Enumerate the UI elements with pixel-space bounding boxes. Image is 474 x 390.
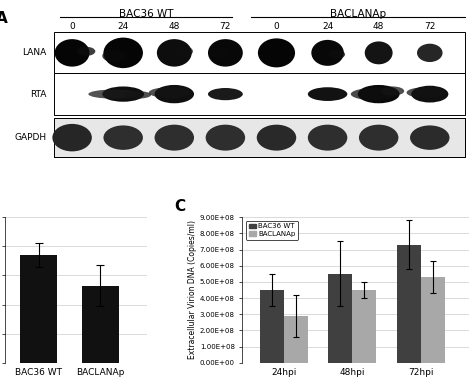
- Ellipse shape: [103, 37, 143, 68]
- Bar: [397, 245, 421, 363]
- Ellipse shape: [123, 91, 151, 99]
- Bar: [54, 118, 465, 158]
- Ellipse shape: [257, 125, 296, 151]
- Bar: [421, 277, 445, 363]
- Ellipse shape: [52, 124, 92, 151]
- Ellipse shape: [77, 47, 95, 56]
- Legend: BAC36 WT, BACLANAp: BAC36 WT, BACLANAp: [246, 221, 299, 239]
- Bar: [82, 285, 119, 363]
- Bar: [54, 73, 465, 115]
- Text: 72: 72: [220, 22, 231, 31]
- Text: RTA: RTA: [30, 90, 46, 99]
- Ellipse shape: [329, 50, 345, 59]
- Text: 24: 24: [118, 22, 129, 31]
- Ellipse shape: [88, 90, 139, 99]
- Ellipse shape: [407, 87, 444, 98]
- Bar: [54, 118, 465, 158]
- Text: 48: 48: [373, 22, 384, 31]
- Ellipse shape: [308, 87, 347, 101]
- Ellipse shape: [365, 41, 392, 64]
- Ellipse shape: [417, 44, 443, 62]
- Ellipse shape: [381, 87, 404, 96]
- Bar: [260, 290, 283, 363]
- Bar: [352, 290, 376, 363]
- Ellipse shape: [358, 85, 400, 103]
- Text: 72: 72: [424, 22, 436, 31]
- Ellipse shape: [103, 126, 143, 150]
- Ellipse shape: [157, 39, 191, 67]
- Ellipse shape: [208, 39, 243, 67]
- Ellipse shape: [102, 87, 144, 102]
- Bar: [20, 255, 57, 363]
- Bar: [54, 32, 465, 73]
- Ellipse shape: [308, 125, 347, 151]
- Ellipse shape: [208, 88, 243, 100]
- Bar: [283, 316, 308, 363]
- Ellipse shape: [155, 125, 194, 151]
- Ellipse shape: [55, 39, 90, 67]
- Text: A: A: [0, 11, 7, 26]
- Text: LANA: LANA: [22, 48, 46, 57]
- Ellipse shape: [258, 38, 295, 67]
- Ellipse shape: [102, 50, 126, 62]
- Text: C: C: [174, 199, 185, 214]
- Ellipse shape: [311, 40, 344, 66]
- Text: 24: 24: [322, 22, 333, 31]
- Ellipse shape: [359, 125, 399, 151]
- Ellipse shape: [351, 88, 397, 100]
- Y-axis label: Extracellular Virion DNA (Copies/ml): Extracellular Virion DNA (Copies/ml): [188, 220, 197, 360]
- Ellipse shape: [155, 85, 194, 103]
- Text: GAPDH: GAPDH: [14, 133, 46, 142]
- Ellipse shape: [206, 125, 245, 151]
- Text: BAC36 WT: BAC36 WT: [119, 9, 173, 20]
- Bar: [54, 118, 465, 158]
- Text: BACLANAp: BACLANAp: [330, 9, 386, 20]
- Ellipse shape: [174, 46, 193, 57]
- Ellipse shape: [149, 87, 191, 98]
- Text: 0: 0: [273, 22, 279, 31]
- Bar: [328, 274, 352, 363]
- Ellipse shape: [411, 86, 448, 103]
- Ellipse shape: [410, 126, 449, 150]
- Ellipse shape: [209, 48, 228, 58]
- Text: 0: 0: [69, 22, 75, 31]
- Text: 48: 48: [169, 22, 180, 31]
